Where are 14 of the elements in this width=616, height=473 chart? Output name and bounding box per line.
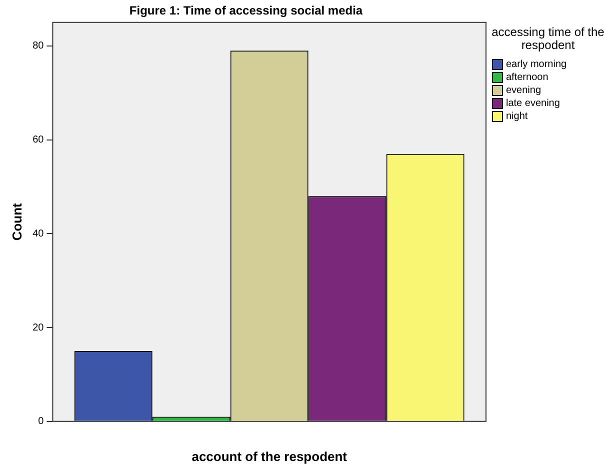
x-axis-title: account of the respodent	[192, 448, 348, 464]
legend-label: evening	[506, 85, 542, 96]
y-tick-label: 60	[32, 134, 44, 146]
chart-title: Figure 1: Time of accessing social media	[129, 4, 363, 18]
legend-label: late evening	[506, 98, 560, 109]
legend-label: night	[506, 111, 528, 122]
legend-label: afternoon	[506, 72, 548, 83]
y-axis-title: Count	[9, 202, 24, 241]
y-tick-label: 20	[32, 322, 44, 334]
y-tick-label: 0	[38, 416, 44, 428]
legend-title: accessing time of the respodent	[490, 25, 606, 52]
legend-label: early morning	[506, 59, 567, 70]
y-tick-label: 80	[32, 40, 44, 52]
y-tick-label: 40	[32, 228, 44, 240]
